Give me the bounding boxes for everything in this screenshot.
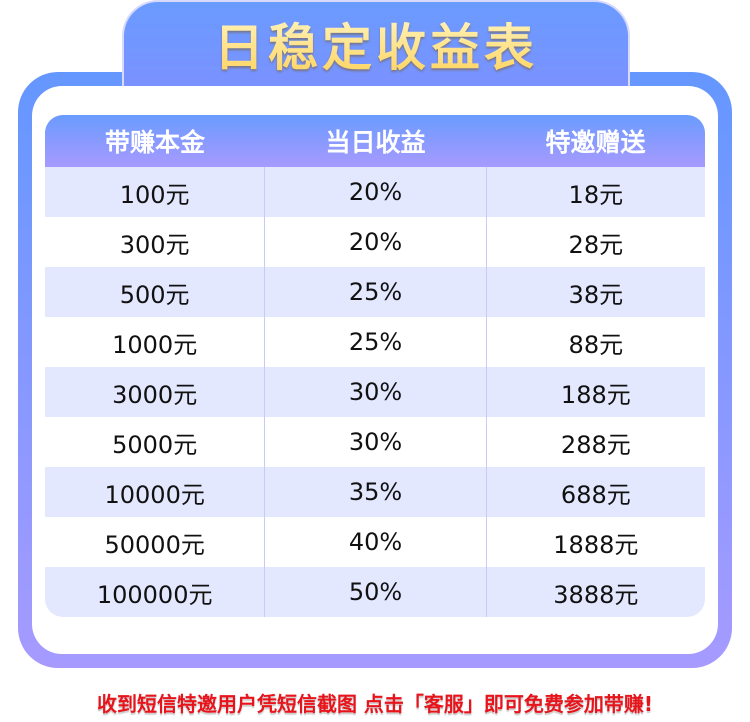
- cell-bonus: 1888元: [553, 530, 639, 559]
- income-table: 带赚本金 当日收益 特邀赠送 100元 20% 18元 300元 20% 28元 500元 2…: [45, 115, 705, 617]
- cell-principal: 3000元: [45, 367, 266, 417]
- table-row: 3000元 30% 188元: [45, 367, 705, 417]
- header-daily-income: 当日收益: [325, 128, 426, 157]
- cell-daily-income: 25%: [265, 317, 487, 367]
- cell-daily-income: 25%: [265, 267, 487, 317]
- cell-principal: 100元: [45, 167, 266, 217]
- cell-daily-income: 20%: [265, 167, 487, 217]
- cell-principal: 500元: [45, 267, 266, 317]
- table-row: 10000元 35% 688元: [45, 467, 705, 517]
- cell-principal: 50000元: [45, 517, 266, 567]
- header-principal: 带赚本金: [104, 128, 205, 157]
- footer-notice: 收到短信特邀用户凭短信截图 点击「客服」即可免费参加带赚!: [96, 692, 654, 716]
- cell-bonus: 38元: [568, 280, 624, 309]
- cell-principal: 100000元: [45, 567, 266, 617]
- cell-daily-income: 20%: [265, 217, 487, 267]
- cell-principal: 10000元: [45, 467, 266, 517]
- cell-bonus: 28元: [568, 230, 624, 259]
- table-row: 500元 25% 38元: [45, 267, 705, 317]
- cell-bonus: 88元: [568, 330, 624, 359]
- cell-principal: 300元: [45, 217, 266, 267]
- table-header: 带赚本金 当日收益 特邀赠送: [45, 115, 705, 167]
- header-bonus: 特邀赠送: [545, 128, 646, 157]
- cell-principal: 1000元: [45, 317, 266, 367]
- table-row: 100元 20% 18元: [45, 167, 705, 217]
- table-row: 300元 20% 28元: [45, 217, 705, 267]
- cell-bonus: 288元: [560, 430, 631, 459]
- table-row: 5000元 30% 288元: [45, 417, 705, 467]
- cell-daily-income: 30%: [265, 367, 487, 417]
- cell-daily-income: 30%: [265, 417, 487, 467]
- table-row: 1000元 25% 88元: [45, 317, 705, 367]
- cell-principal: 5000元: [45, 417, 266, 467]
- cell-bonus: 188元: [560, 380, 631, 409]
- cell-bonus: 688元: [560, 480, 631, 509]
- cell-bonus: 3888元: [553, 580, 639, 609]
- table-row: 50000元 40% 1888元: [45, 517, 705, 567]
- cell-daily-income: 50%: [265, 567, 487, 617]
- table-row: 100000元 50% 3888元: [45, 567, 705, 617]
- cell-daily-income: 40%: [265, 517, 487, 567]
- cell-bonus: 18元: [568, 180, 624, 209]
- page-title: 日稳定收益表: [122, 8, 630, 80]
- cell-daily-income: 35%: [265, 467, 487, 517]
